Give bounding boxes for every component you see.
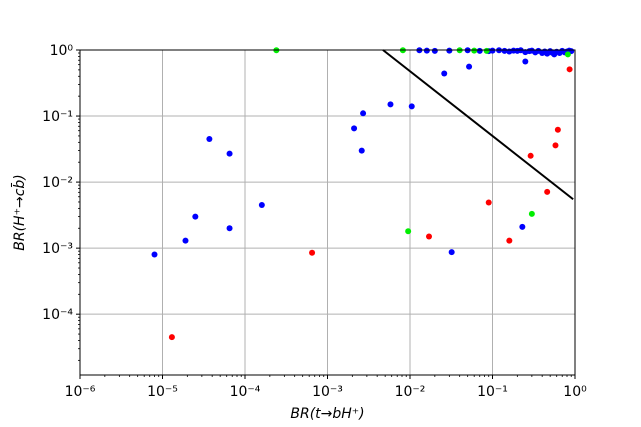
x-tick-label: 10⁰ [563,384,587,400]
data-point [471,47,478,54]
data-point [431,47,438,54]
data-point [554,126,561,133]
data-point [544,188,551,195]
data-point [485,199,492,206]
data-point [466,63,473,70]
grid [79,49,576,375]
x-tick-label: 10⁻¹ [477,384,508,400]
y-tick-label: 10⁻² [42,175,73,191]
boundary-line [382,49,574,201]
data-point [226,225,233,232]
x-tick-label: 10⁻⁴ [230,384,261,400]
data-point [226,150,233,157]
data-point [448,249,455,256]
x-tick-label: 10⁻³ [312,384,343,400]
data-point [564,51,571,58]
y-axis-ticks: 10⁻⁴ 10⁻³ 10⁻² 10⁻¹ 10⁰ [42,43,80,361]
data-point [483,47,490,54]
data-point [405,228,412,235]
y-tick-label: 10⁻⁴ [42,307,73,323]
x-tick-label: 10⁻⁶ [65,384,96,400]
data-point [168,334,175,341]
x-tick-label: 10⁻² [395,384,426,400]
data-point [387,101,394,108]
x-axis-ticks: 10⁻⁶ 10⁻⁵ 10⁻⁴ 10⁻³ 10⁻² 10⁻¹ 10⁰ [65,375,587,400]
y-tick-label: 10⁻³ [42,241,73,257]
data-point [423,47,430,54]
data-point [192,213,199,220]
data-point [426,233,433,240]
data-point [506,237,513,244]
data-point [522,58,529,65]
x-axis-label: BR(t→bH⁺) [290,406,364,422]
data-point [552,142,559,149]
data-point [358,147,365,154]
x-tick-label: 10⁻⁵ [147,384,178,400]
y-axis-label: BR(H⁺→cb̄) [10,174,28,251]
data-point [206,135,213,142]
data-point [408,103,415,110]
data-point [519,223,526,230]
data-point [309,249,316,256]
data-points [151,47,575,341]
boundary-line-layer [382,49,574,201]
data-point [489,47,496,54]
data-point [446,47,453,54]
data-point [351,125,358,132]
y-tick-label: 10⁰ [50,43,74,59]
data-point [441,70,448,77]
data-point [258,201,265,208]
data-point [566,66,573,73]
y-tick-label: 10⁻¹ [42,109,73,125]
data-point [151,251,158,258]
data-point [476,47,483,54]
data-point [528,210,535,217]
data-point [527,152,534,159]
data-point [182,237,189,244]
data-point [360,110,367,117]
data-point [501,47,508,54]
